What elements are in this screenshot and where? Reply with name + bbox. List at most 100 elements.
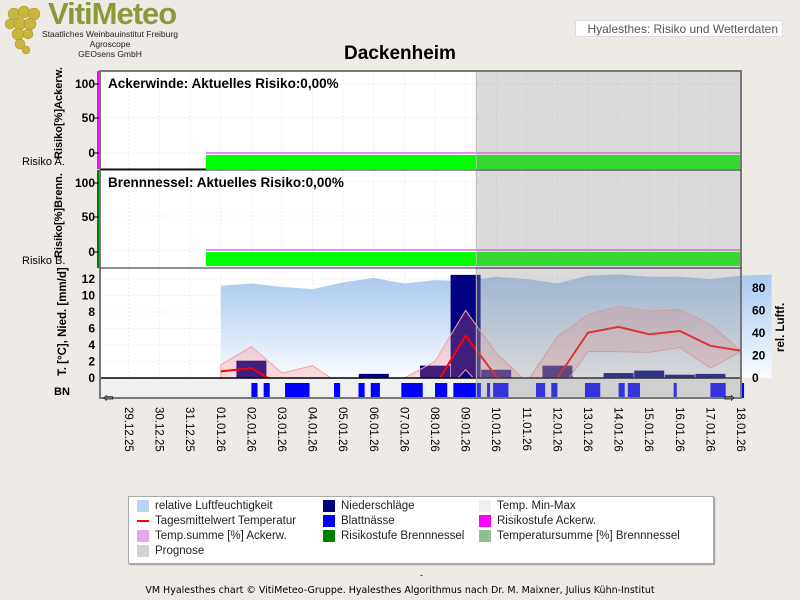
leaf-wetness-bar [453, 383, 481, 398]
x-tick-label: 03.01.26 [275, 407, 287, 452]
y-axis-label: Risiko[%]Brenn. [53, 173, 65, 258]
x-tick-label: 16.01.26 [673, 407, 685, 452]
y-axis-label: T. [°C], Nied. [mm/d] [57, 267, 69, 376]
current-risk-label: Brennnessel: Aktuelles Risiko:0,00% [108, 175, 344, 190]
y-tick-label: 50 [82, 111, 96, 125]
legend-swatch [479, 515, 491, 527]
x-tick-label: 30.12.25 [153, 407, 165, 452]
x-tick-label: 04.01.26 [306, 407, 318, 452]
x-tick-label: 05.01.26 [336, 407, 348, 452]
y-tick-label: 6 [88, 322, 95, 336]
risk-level-bar [206, 252, 477, 266]
legend-item: Niederschläge [321, 499, 415, 513]
chart-type-box: Hyalesthes: Risiko und Wetterdaten [575, 20, 783, 37]
legend-swatch [323, 530, 335, 542]
x-tick-label: 15.01.26 [642, 407, 654, 452]
legend-swatch [323, 515, 335, 527]
plot-frame [99, 70, 742, 399]
y-tick-label: 100 [75, 176, 95, 190]
y-tick-label: 50 [82, 210, 96, 224]
y-tick-label: 0 [88, 371, 95, 385]
precipitation-bar [664, 374, 695, 378]
logo-line: Staatliches Weinbauinstitut Freiburg [42, 29, 178, 39]
y-tick-label: 0 [88, 245, 95, 259]
leaf-wetness-bar [401, 383, 423, 398]
y-right-axis-label: rel. Luftf. [775, 303, 787, 352]
leaf-wetness-bar [551, 383, 558, 398]
x-tick-label: 10.01.26 [489, 407, 501, 452]
legend-label: Temp.summe [%] Ackerw. [155, 530, 287, 542]
page-title: Dackenheim [344, 43, 456, 64]
row-label: Risiko A. [22, 156, 65, 168]
leaf-wetness-bar [251, 383, 258, 398]
legend-label: Temperatursumme [%] Brennnessel [497, 530, 680, 542]
y-tick-label: 8 [88, 305, 95, 319]
vitimeteo-logo: VitiMeteo Staatliches Weinbauinstitut Fr… [0, 0, 190, 62]
x-tick-label: 18.01.26 [734, 407, 746, 452]
leaf-wetness-bar [584, 383, 601, 398]
grape-icon [4, 5, 41, 55]
x-tick-label: 17.01.26 [703, 407, 715, 452]
x-tick-label: 06.01.26 [367, 407, 379, 452]
legend-item: Temp. Min-Max [477, 499, 576, 513]
precipitation-bar [481, 369, 512, 378]
leaf-wetness-bar [493, 383, 509, 398]
y-tick-label: 12 [82, 272, 96, 286]
risk-level-bar-forecast [476, 155, 741, 169]
leaf-wetness-bar [358, 383, 365, 398]
x-tick-label: 02.01.26 [244, 407, 256, 452]
precipitation-bar [603, 373, 634, 378]
x-tick-label: 29.12.25 [122, 407, 134, 452]
leaf-wetness-bar [285, 383, 310, 398]
y-tick-label: 100 [75, 77, 95, 91]
legend-swatch [137, 520, 149, 522]
y-tick-label: 0 [88, 146, 95, 160]
leaf-wetness-bar [710, 383, 726, 398]
legend-swatch [323, 500, 335, 512]
legend-item: Risikostufe Brennnessel [321, 529, 464, 543]
y-right-tick-label: 80 [752, 281, 766, 295]
y-tick-label: 10 [82, 289, 96, 303]
footer-dash: - [420, 570, 423, 580]
y-tick-label: 4 [88, 338, 95, 352]
legend-swatch [137, 530, 149, 542]
y-right-tick-label: 0 [752, 371, 759, 385]
x-tick-label: 07.01.26 [397, 407, 409, 452]
precipitation-bar [542, 365, 573, 378]
legend-swatch [479, 530, 491, 542]
risk-level-bar-forecast [476, 252, 741, 266]
y-right-tick-label: 20 [752, 349, 766, 363]
leaf-wetness-bar [435, 383, 448, 398]
leaf-wetness-bar [627, 383, 641, 398]
row-label: Risiko B. [22, 255, 65, 267]
legend-label: Prognose [155, 545, 205, 557]
legend-label: Tagesmittelwert Temperatur [155, 515, 297, 527]
leaf-wetness-bar [535, 383, 546, 398]
y-right-tick-label: 60 [752, 304, 766, 318]
leaf-wetness-bar [741, 383, 745, 398]
risk-level-bar [206, 155, 477, 169]
row-label: BN [54, 386, 70, 398]
footer: VM Hyalesthes chart © VitiMeteo-Gruppe. … [145, 585, 655, 596]
legend-item: relative Luftfeuchtigkeit [135, 499, 273, 513]
legend-item: Temperatursumme [%] Brennnessel [477, 529, 680, 543]
y-axis-label: Risiko[%]Ackerw. [53, 67, 65, 159]
leaf-wetness-bar [487, 383, 491, 398]
x-tick-label: 09.01.26 [459, 407, 471, 452]
precipitation-bar [634, 370, 665, 378]
x-tick-label: 11.01.26 [520, 407, 532, 451]
x-tick-label: 13.01.26 [581, 407, 593, 452]
leaf-wetness-bar [673, 383, 677, 398]
logo-line: GEOsens GmbH [78, 49, 142, 59]
legend-label: Blattnässe [341, 515, 395, 527]
x-tick-label: 31.12.25 [183, 407, 195, 452]
legend-label: Risikostufe Ackerw. [497, 515, 597, 527]
x-tick-label: 12.01.26 [550, 407, 562, 452]
legend-item: Risikostufe Ackerw. [477, 514, 596, 528]
x-tick-label: 01.01.26 [214, 407, 226, 452]
scroll-right-arrow: ⇨ [724, 390, 735, 405]
legend-item: Temp.summe [%] Ackerw. [135, 529, 287, 543]
leaf-wetness-bar [618, 383, 625, 398]
y-tick-label: 2 [88, 355, 95, 369]
